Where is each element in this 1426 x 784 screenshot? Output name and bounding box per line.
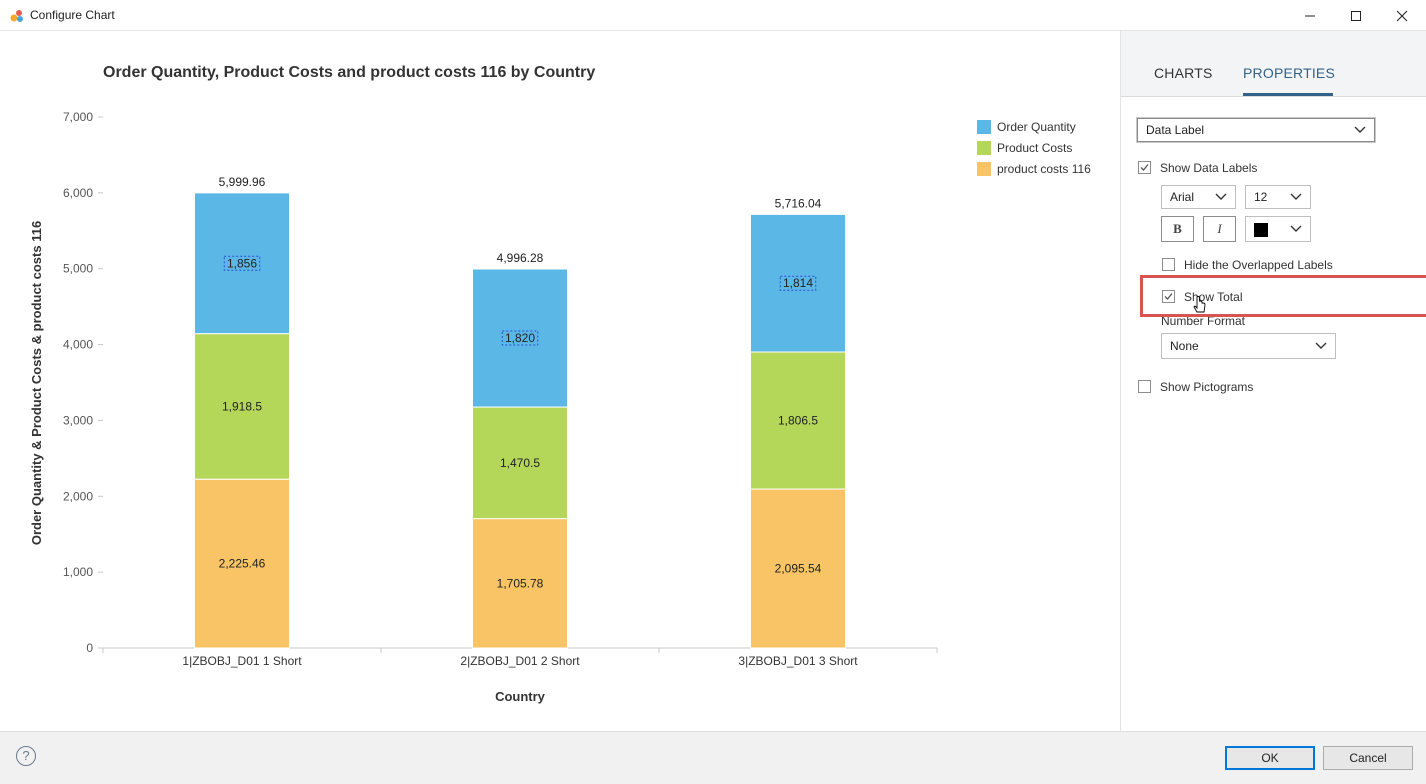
- font-size-select[interactable]: 12: [1245, 185, 1311, 209]
- show-pictograms-label: Show Pictograms: [1160, 380, 1254, 394]
- show-pictograms-checkbox[interactable]: [1138, 380, 1151, 393]
- show-data-labels-label: Show Data Labels: [1160, 161, 1258, 175]
- chart-title: Order Quantity, Product Costs and produc…: [103, 64, 595, 81]
- bar-segment: [194, 333, 290, 480]
- data-label: 1,820: [505, 331, 535, 345]
- stacked-bar-chart: Order Quantity, Product Costs and produc…: [29, 64, 1091, 704]
- x-tick-label: 1|ZBOBJ_D01 1 Short: [182, 654, 302, 668]
- legend-swatch: [977, 141, 991, 155]
- bar-segment: [472, 406, 568, 520]
- total-label: 5,999.96: [219, 175, 266, 189]
- app-icon: [10, 10, 23, 22]
- chevron-down-icon: [1290, 225, 1302, 232]
- active-tab-indicator: [1243, 93, 1333, 96]
- number-format-label: Number Format: [1161, 314, 1246, 328]
- font-color-select[interactable]: [1245, 216, 1311, 242]
- bar-segment: [194, 192, 290, 335]
- maximize-button[interactable]: [1333, 0, 1379, 31]
- bar-segment: [472, 518, 568, 649]
- minimize-icon: [1305, 15, 1315, 16]
- chevron-down-icon: [1290, 193, 1302, 200]
- y-tick-label: 3,000: [63, 413, 93, 427]
- bar-segment: [194, 478, 290, 649]
- font-family-select[interactable]: Arial: [1161, 185, 1236, 209]
- bar-segment: [472, 268, 568, 408]
- legend-item-label: Order Quantity: [997, 120, 1076, 134]
- tab-properties[interactable]: PROPERTIES: [1243, 65, 1335, 81]
- window-title: Configure Chart: [30, 8, 115, 22]
- number-format-value: None: [1170, 339, 1199, 353]
- checkmark-icon: [1140, 164, 1149, 171]
- bar-segment: [750, 488, 846, 649]
- maximize-icon: [1351, 10, 1361, 21]
- font-size-value: 12: [1254, 190, 1268, 204]
- y-tick-label: 6,000: [63, 186, 93, 200]
- hide-overlapped-checkbox[interactable]: [1162, 258, 1175, 271]
- mouse-cursor-icon: [1193, 296, 1206, 313]
- bold-button[interactable]: B: [1161, 216, 1194, 242]
- font-family-value: Arial: [1170, 190, 1195, 204]
- legend-item-label: product costs 116: [997, 162, 1091, 176]
- y-tick-label: 5,000: [63, 262, 93, 276]
- data-label: 2,095.54: [775, 562, 822, 576]
- data-label-focus-box: [501, 330, 539, 346]
- chart-bars: 2,225.46 1,918.5 1,856 5,999.96 1|ZBOBJ_D01 …: [182, 175, 858, 668]
- legend-swatch: [977, 120, 991, 134]
- close-button[interactable]: [1379, 0, 1425, 31]
- section-select[interactable]: Data Label: [1137, 118, 1375, 142]
- show-data-labels-checkbox[interactable]: [1138, 161, 1151, 174]
- data-label: 1,705.78: [497, 576, 544, 590]
- dialog-footer: ? OK Cancel: [0, 731, 1426, 784]
- font-color-swatch: [1254, 223, 1268, 237]
- checkmark-icon: [1164, 293, 1173, 300]
- x-tick-label: 2|ZBOBJ_D01 2 Short: [460, 654, 580, 668]
- section-select-value: Data Label: [1146, 123, 1205, 137]
- data-label: 1,470.5: [500, 456, 540, 470]
- bar-segment: [750, 351, 846, 490]
- y-axis-title: Order Quantity & Product Costs & product…: [29, 221, 44, 545]
- legend-swatch: [977, 162, 991, 176]
- italic-button[interactable]: I: [1203, 216, 1236, 242]
- bar-segment: [750, 213, 846, 353]
- ok-button[interactable]: OK: [1225, 746, 1315, 770]
- hide-overlapped-label: Hide the Overlapped Labels: [1184, 258, 1333, 272]
- chart-area: Order Quantity, Product Costs and produc…: [0, 31, 1120, 731]
- y-tick-label: 2,000: [63, 489, 93, 503]
- y-tick-label: 1,000: [63, 565, 93, 579]
- data-label: 1,814: [783, 276, 813, 290]
- total-label: 4,996.28: [497, 251, 544, 265]
- tab-charts[interactable]: CHARTS: [1154, 65, 1213, 81]
- data-label-focus-box: [779, 275, 817, 291]
- chevron-down-icon: [1315, 342, 1327, 349]
- x-tick-label: 3|ZBOBJ_D01 3 Short: [738, 654, 858, 668]
- close-icon: [1396, 10, 1408, 21]
- number-format-select[interactable]: None: [1161, 333, 1336, 359]
- help-icon[interactable]: ?: [16, 746, 36, 766]
- y-tick-label: 0: [86, 641, 93, 655]
- minimize-button[interactable]: [1287, 0, 1333, 31]
- chevron-down-icon: [1215, 193, 1227, 200]
- y-tick-label: 7,000: [63, 110, 93, 124]
- chevron-down-icon: [1354, 126, 1366, 133]
- chart-legend: Order Quantity Product Costs product costs…: [977, 120, 1091, 176]
- show-total-highlight: [1140, 275, 1426, 317]
- data-label: 1,806.5: [778, 414, 818, 428]
- show-total-checkbox[interactable]: [1162, 290, 1175, 303]
- title-bar: Configure Chart: [0, 0, 1426, 31]
- y-tick-label: 4,000: [63, 338, 93, 352]
- data-label: 1,856: [227, 256, 257, 270]
- data-label: 2,225.46: [219, 557, 266, 571]
- cancel-button[interactable]: Cancel: [1323, 746, 1413, 770]
- properties-panel: CHARTS PROPERTIES Data Label Show Data L…: [1120, 31, 1426, 731]
- legend-item-label: Product Costs: [997, 141, 1072, 155]
- total-label: 5,716.04: [775, 196, 822, 210]
- data-label: 1,918.5: [222, 399, 262, 413]
- tabs-bar: CHARTS PROPERTIES: [1121, 31, 1426, 97]
- x-axis-title: Country: [495, 689, 546, 704]
